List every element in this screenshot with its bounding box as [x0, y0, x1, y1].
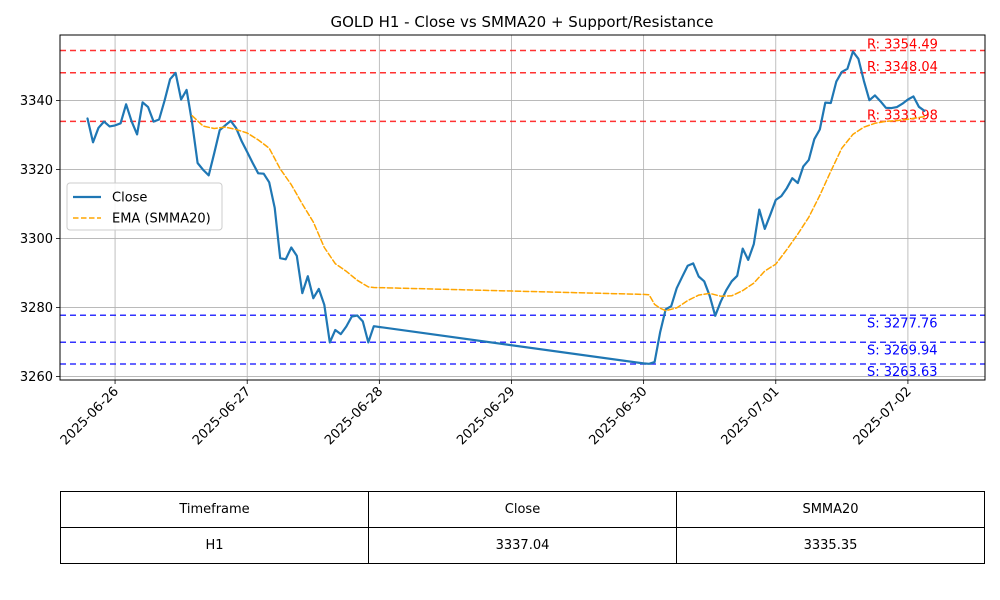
y-tick-label: 3300 — [20, 232, 53, 247]
table-cell: H1 — [60, 527, 369, 564]
x-tick-label: 2025-06-26 — [58, 384, 122, 448]
table-row: H1 3337.04 3335.35 — [60, 527, 985, 564]
smma-series-line — [191, 114, 926, 312]
support-label: S: 3263.63 — [867, 365, 938, 380]
resistance-label: R: 3348.04 — [867, 60, 938, 75]
x-tick-label: 2025-06-29 — [454, 384, 518, 448]
support-label: S: 3277.76 — [867, 316, 938, 331]
summary-table: Timeframe Close SMMA20 H1 3337.04 3335.3… — [60, 491, 985, 564]
table-cell: 3335.35 — [676, 527, 985, 564]
close-series-line — [86, 50, 926, 365]
legend-label: Close — [112, 191, 147, 206]
y-tick-label: 3260 — [20, 370, 53, 385]
x-tick-label: 2025-07-02 — [851, 384, 915, 448]
support-label: S: 3269.94 — [867, 343, 938, 358]
table-header-cell: Timeframe — [60, 491, 369, 528]
table-header-cell: SMMA20 — [676, 491, 985, 528]
resistance-label: R: 3333.98 — [867, 108, 938, 123]
y-tick-label: 3340 — [20, 94, 53, 109]
x-tick-label: 2025-06-28 — [322, 384, 386, 448]
y-tick-label: 3320 — [20, 163, 53, 178]
plot-frame — [59, 34, 986, 381]
chart-title: GOLD H1 - Close vs SMMA20 + Support/Resi… — [330, 13, 713, 31]
x-tick-label: 2025-07-01 — [719, 384, 783, 448]
legend: Close EMA (SMMA20) — [66, 182, 223, 231]
x-tick-label: 2025-06-30 — [586, 384, 650, 448]
table-header-cell: Close — [368, 491, 677, 528]
y-tick-label: 3280 — [20, 301, 53, 316]
table-cell: 3337.04 — [368, 527, 677, 564]
legend-box — [66, 182, 223, 231]
legend-label: EMA (SMMA20) — [112, 212, 211, 227]
series-layer — [86, 50, 926, 365]
reference-lines: R: 3354.49 R: 3348.04 R: 3333.98 S: 3277.76… — [60, 38, 985, 380]
x-tick-label: 2025-06-27 — [190, 384, 254, 448]
table-header-row: Timeframe Close SMMA20 — [60, 491, 985, 528]
resistance-label: R: 3354.49 — [867, 38, 938, 53]
